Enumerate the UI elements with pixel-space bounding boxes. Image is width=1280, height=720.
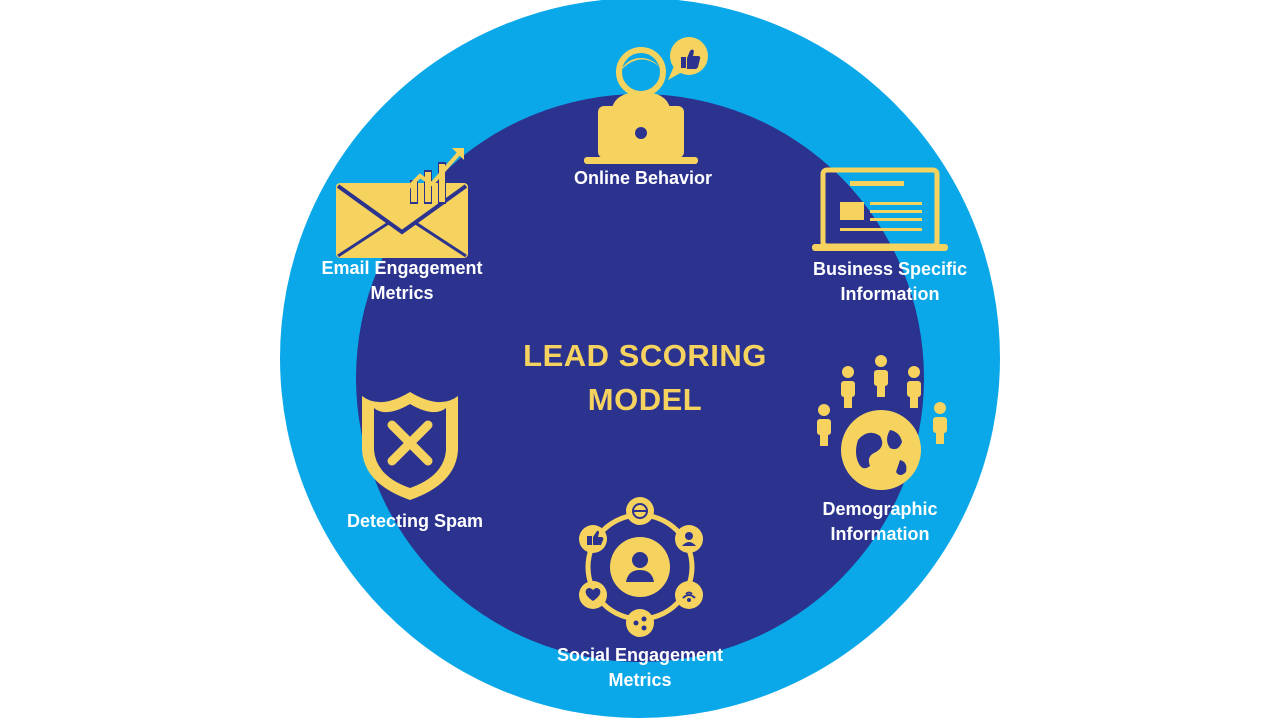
email-growth-icon: [336, 148, 468, 258]
label-social-line2: Metrics: [608, 670, 672, 690]
business-info-icon: [812, 167, 948, 251]
online-behavior-icon: [584, 37, 708, 164]
label-email-line2: Metrics: [370, 283, 434, 303]
label-business-line2: Information: [840, 284, 940, 304]
label-email-line1: Email Engagement: [321, 258, 483, 278]
label-social-engagement-metrics: Social Engagement Metrics: [557, 643, 723, 693]
label-detecting-spam: Detecting Spam: [347, 509, 483, 534]
center-title-line1: LEAD SCORING: [523, 338, 767, 373]
inner-circle: [356, 94, 924, 662]
demographic-globe-icon: [817, 355, 947, 490]
social-network-icon: [579, 497, 703, 637]
label-online-behavior-line1: Online Behavior: [573, 168, 713, 188]
label-social-line1: Social Engagement: [556, 645, 724, 665]
label-demographic-line1: Demographic: [822, 499, 938, 519]
label-spam-line1: Detecting Spam: [346, 511, 484, 531]
center-title-line2: MODEL: [587, 382, 703, 417]
label-demographic-information: Demographic Information: [822, 497, 937, 547]
label-demographic-line2: Information: [830, 524, 930, 544]
label-email-engagement-metrics: Email Engagement Metrics: [321, 256, 482, 306]
center-title: LEAD SCORING MODEL: [523, 334, 767, 422]
label-business-line1: Business Specific: [812, 259, 968, 279]
label-business-specific-information: Business Specific Information: [813, 257, 967, 307]
label-online-behavior: Online Behavior: [574, 166, 712, 191]
spam-shield-icon: [362, 392, 458, 500]
